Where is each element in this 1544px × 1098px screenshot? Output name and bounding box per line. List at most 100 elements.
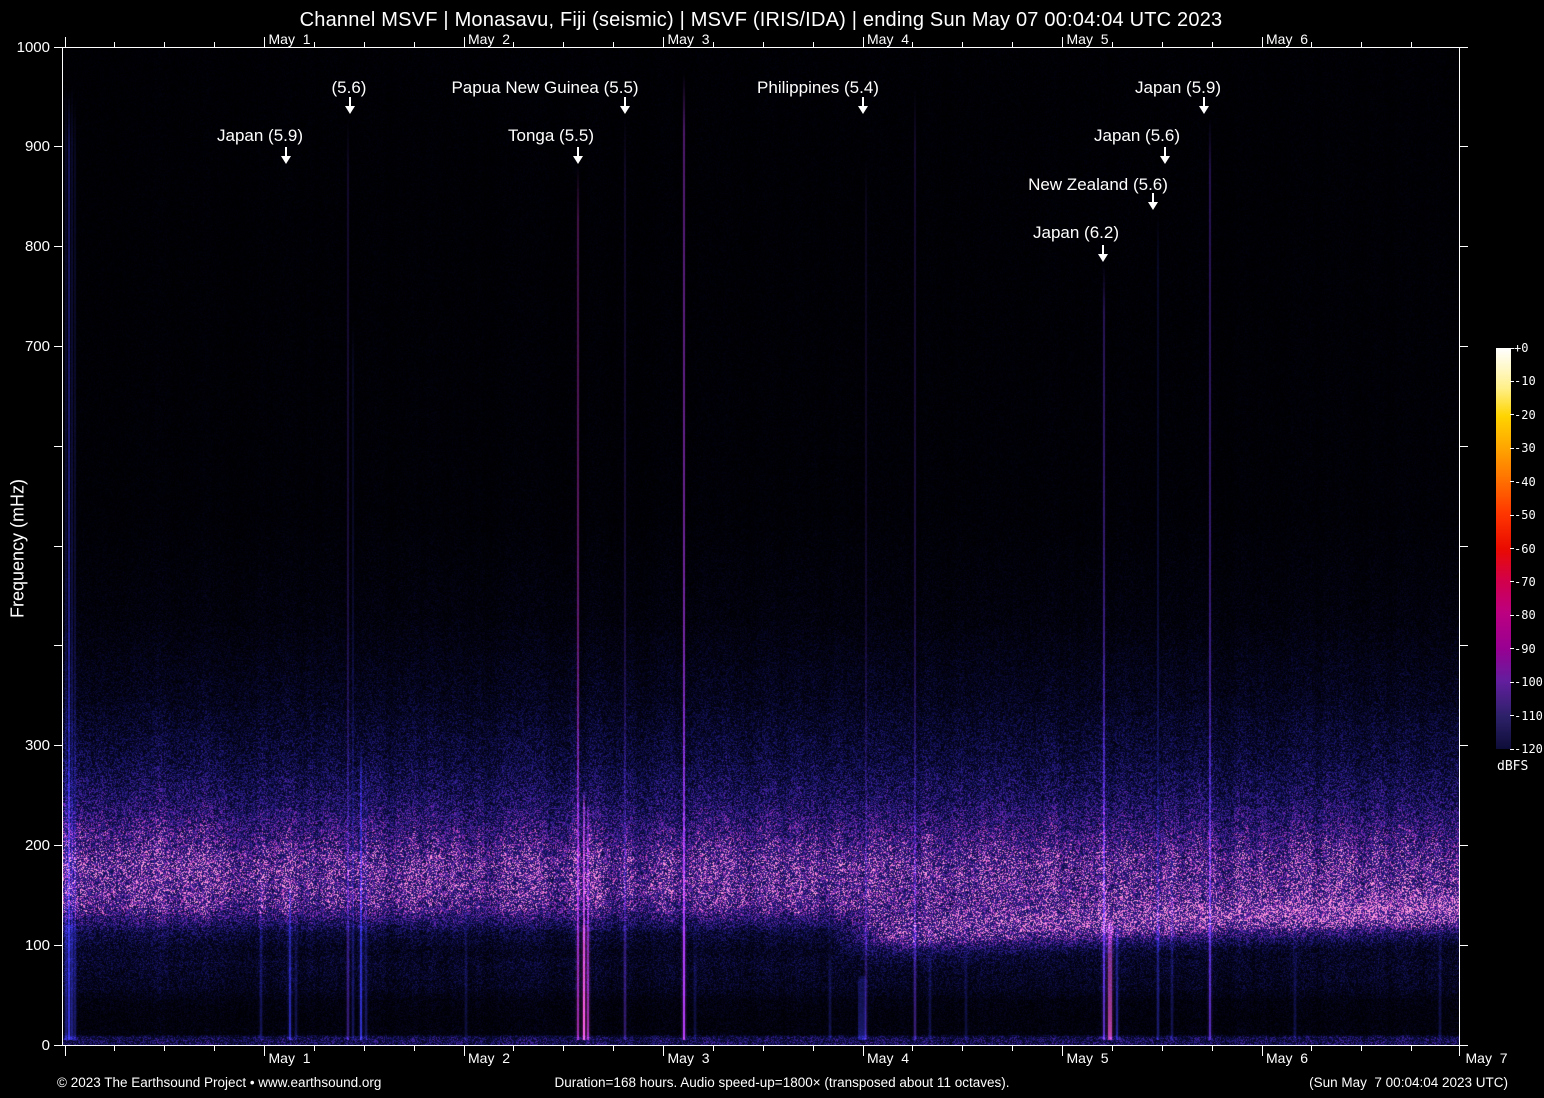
down-arrow-icon (285, 147, 287, 156)
y-axis-title: Frequency (mHz) (7, 478, 28, 619)
colorbar-tick (1510, 581, 1514, 583)
x-tick (613, 1046, 615, 1051)
colorbar-tick (1510, 614, 1514, 616)
x-tick-label: May 2 (468, 1050, 511, 1066)
x-tick (962, 1046, 964, 1051)
y-tick (54, 944, 62, 946)
colorbar-tick (1510, 681, 1514, 683)
colorbar-tick-label: -10 (1514, 374, 1536, 389)
x-tick (1062, 1046, 1063, 1056)
x-tick (363, 42, 365, 47)
down-arrow-icon (1203, 97, 1205, 106)
y-tick (1460, 844, 1468, 846)
x-tick (1361, 42, 1363, 47)
colorbar-tick (1510, 414, 1514, 416)
colorbar-tick-label: -70 (1514, 574, 1536, 589)
y-tick (54, 146, 62, 148)
x-tick (1111, 1046, 1113, 1051)
x-tick (513, 42, 515, 47)
y-tick (54, 844, 62, 846)
colorbar-tick-label: -100 (1514, 675, 1543, 690)
colorbar-tick (1510, 481, 1514, 483)
y-tick (54, 745, 62, 747)
down-arrow-icon (345, 106, 355, 114)
colorbar-tick-label: -50 (1514, 508, 1536, 523)
x-tick-label: May 3 (667, 31, 710, 47)
x-tick-label: May 6 (1266, 31, 1309, 47)
colorbar-unit-label: dBFS (1497, 759, 1529, 774)
y-tick (1460, 745, 1468, 747)
x-tick (912, 42, 914, 47)
x-tick (64, 1046, 66, 1056)
x-tick (463, 1046, 465, 1056)
x-tick (962, 42, 964, 47)
x-tick (563, 1046, 565, 1051)
down-arrow-icon (1102, 245, 1104, 254)
x-tick (1211, 42, 1213, 47)
y-tick-label: 700 (24, 337, 50, 355)
x-tick-label: May 6 (1266, 1050, 1309, 1066)
colorbar-tick (1510, 548, 1514, 549)
earthquake-label: Papua New Guinea (5.5) (451, 78, 639, 97)
down-arrow-icon (573, 156, 583, 164)
y-tick (54, 645, 62, 647)
x-tick (862, 1046, 864, 1056)
x-tick (1012, 1046, 1014, 1051)
down-arrow-icon (858, 106, 868, 114)
colorbar-tick-label: -20 (1514, 407, 1536, 422)
down-arrow-icon (349, 97, 351, 106)
down-arrow-icon (281, 156, 291, 164)
y-tick (54, 1044, 62, 1046)
x-tick (1311, 42, 1313, 47)
x-tick-label: May 4 (867, 1050, 910, 1066)
x-tick (663, 1046, 664, 1056)
y-tick-label: 200 (24, 836, 50, 854)
earthquake-label: Japan (5.9) (217, 126, 303, 145)
earthquake-label: New Zealand (5.6) (1028, 175, 1168, 194)
y-tick (54, 445, 62, 447)
x-tick (114, 1046, 116, 1051)
x-tick (563, 42, 565, 47)
y-tick-label: 900 (24, 138, 50, 156)
x-tick (613, 42, 615, 47)
colorbar-tick-label: -90 (1514, 641, 1536, 656)
x-tick (812, 1046, 814, 1051)
x-tick (1261, 1046, 1263, 1056)
y-tick (1460, 246, 1468, 248)
earthquake-label: Philippines (5.4) (757, 78, 879, 97)
x-tick (164, 1046, 166, 1051)
x-tick (264, 37, 265, 47)
x-tick (1411, 1046, 1413, 1051)
x-tick (64, 37, 66, 47)
x-tick-label: May 4 (867, 31, 910, 47)
colorbar-tick (1510, 648, 1514, 650)
x-tick (214, 42, 216, 47)
x-tick (413, 42, 415, 47)
y-tick (1460, 944, 1468, 946)
down-arrow-icon (1160, 156, 1170, 164)
x-tick-label: May 5 (1066, 1050, 1109, 1066)
y-tick (54, 345, 62, 347)
x-tick (313, 1046, 315, 1051)
y-tick (1460, 1044, 1468, 1046)
x-tick (1311, 1046, 1313, 1051)
x-tick (164, 42, 166, 47)
colorbar-tick-label: -40 (1514, 474, 1536, 489)
down-arrow-icon (1164, 147, 1166, 156)
footer-timestamp: (Sun May 7 00:04:04 2023 UTC) (1309, 1075, 1508, 1090)
x-tick-label: May 1 (268, 1050, 311, 1066)
earthquake-label: (5.6) (331, 78, 367, 97)
y-tick (1460, 46, 1468, 48)
x-tick (1261, 37, 1263, 47)
colorbar-tick (1510, 347, 1514, 349)
colorbar-tick-label: -80 (1514, 608, 1536, 623)
down-arrow-icon (862, 97, 864, 106)
x-tick (1211, 1046, 1213, 1051)
x-tick-label: May 3 (667, 1050, 710, 1066)
colorbar-tick-label: +0 (1514, 341, 1529, 355)
x-tick (762, 1046, 764, 1051)
x-tick (313, 42, 315, 47)
y-tick (1460, 545, 1468, 547)
x-tick-label: May 2 (468, 31, 511, 47)
